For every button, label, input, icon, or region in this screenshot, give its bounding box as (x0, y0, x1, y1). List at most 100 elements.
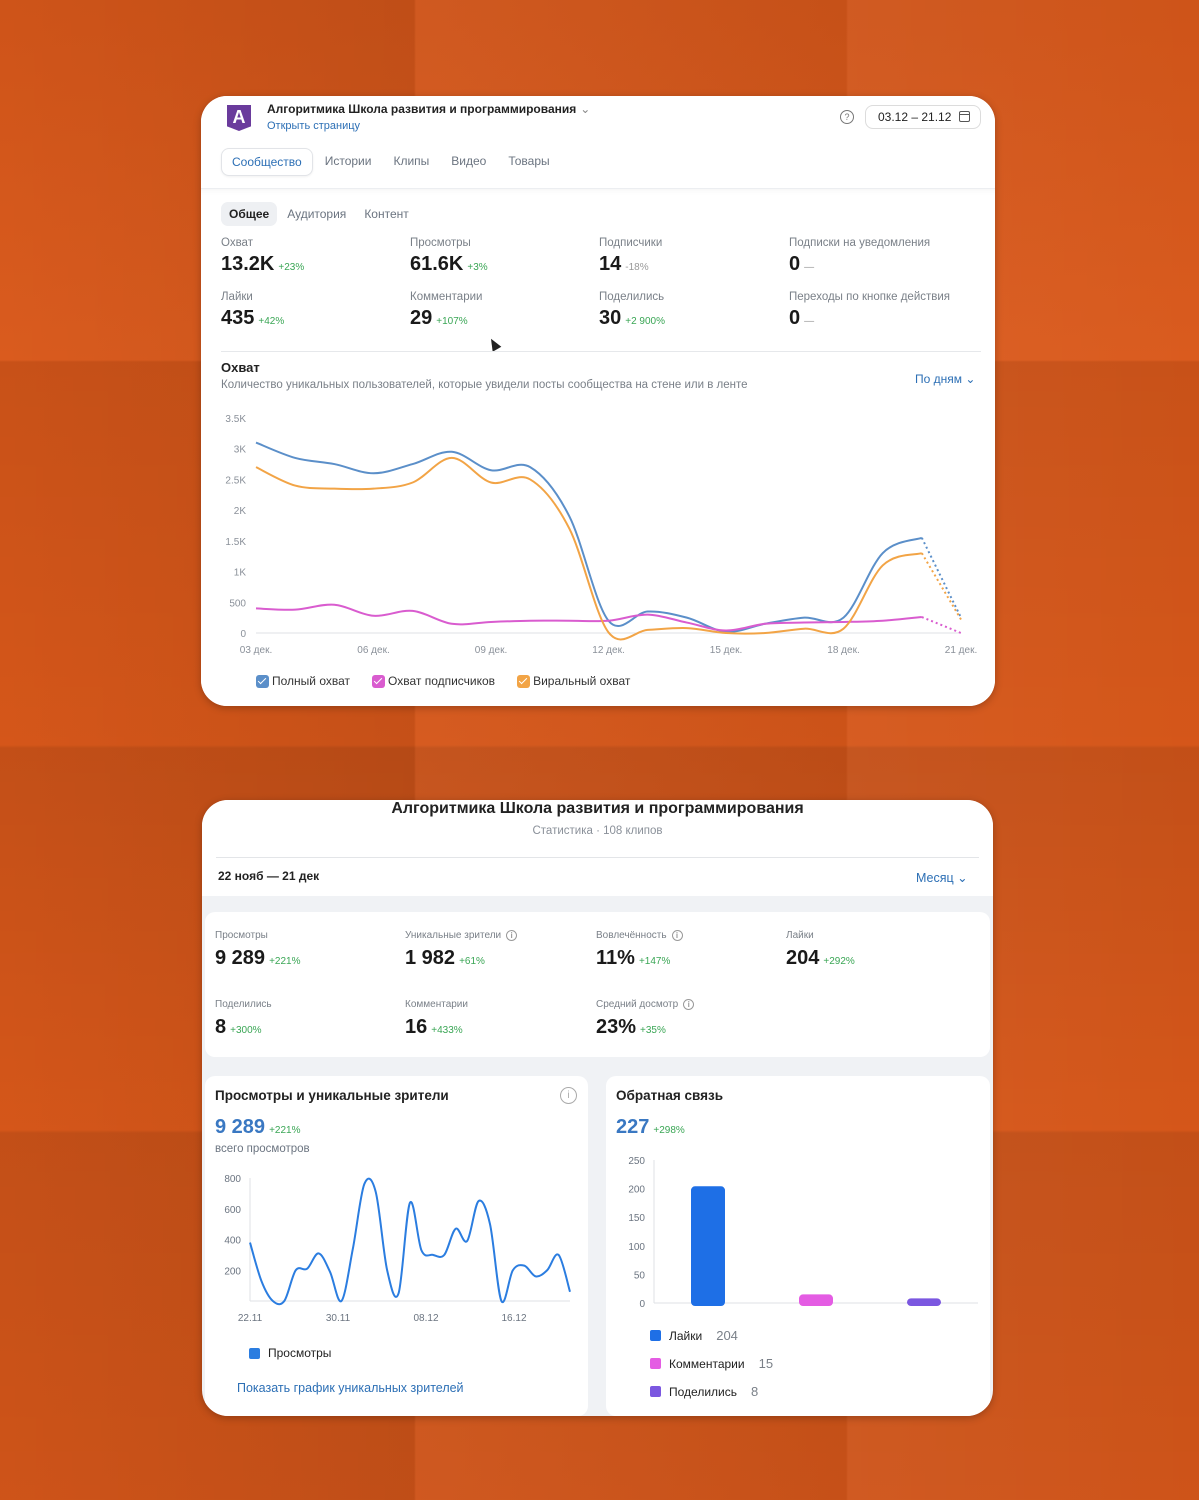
metric-change: +292% (823, 956, 855, 967)
views-panel (205, 1076, 588, 1416)
reach-line-chart: 0 500 1K 1.5K 2K 2.5K 3K 3.5K 03 дек. 06 дек. 09 д… (225, 414, 977, 656)
y-tick-label: 3.5K (225, 414, 246, 425)
divider (221, 351, 981, 352)
tab-stories[interactable]: Истории (324, 154, 372, 168)
metric-label: Лайки (786, 930, 814, 941)
tab-clips[interactable]: Клипы (393, 154, 430, 168)
y-tick-label: 2.5K (225, 475, 246, 486)
subtab-content[interactable]: Контент (364, 207, 409, 221)
metric-change: — (804, 316, 815, 327)
legend-views: Просмотры (249, 1346, 331, 1360)
metric-value: 16 (405, 1016, 428, 1038)
y-tick-label: 0 (639, 1299, 645, 1310)
bar-Поделились (907, 1298, 941, 1306)
section-tabs: Сообщество Истории Клипы Видео Товары (221, 148, 562, 176)
views-total: 9 289 +221% (215, 1116, 301, 1138)
legend-subscriber-reach[interactable]: Охват подписчиков (372, 674, 495, 688)
show-unique-viewers-link[interactable]: Показать график уникальных зрителей (237, 1381, 464, 1395)
series-line-2 (255, 456, 923, 641)
metric-views: Просмотры 61.6K +3% (410, 237, 488, 276)
period-dropdown[interactable]: Месяц ⌄ (916, 871, 968, 885)
question-icon[interactable]: ? (840, 110, 854, 124)
granularity-dropdown[interactable]: По дням ⌄ (915, 372, 976, 386)
metric-shares: Поделились 30 +2 900% (599, 291, 665, 330)
feedback-bar-chart: 0 50 100 150 200 250 (628, 1156, 978, 1310)
checkbox-icon (517, 674, 531, 688)
metric-label: Средний досмотр (596, 999, 679, 1010)
clips-stats-card: Алгоритмика Школа развития и программиро… (202, 800, 993, 1416)
metric-value: 0 (789, 253, 801, 275)
views-line-chart: 200 400 600 800 22.11 30.11 08.12 16.12 (224, 1174, 571, 1324)
y-tick-label: 200 (628, 1185, 645, 1196)
open-page-link[interactable]: Открыть страницу (267, 120, 361, 132)
x-tick-label: 21 дек. (945, 645, 977, 656)
metric-value: 9 289 (215, 947, 266, 969)
clips-title: Алгоритмика Школа развития и программиро… (391, 800, 804, 817)
tab-goods[interactable]: Товары (508, 154, 550, 168)
metric-value: 29 (410, 307, 433, 329)
legend-viral-reach[interactable]: Виральный охват (517, 674, 630, 688)
y-tick-label: 250 (628, 1156, 645, 1167)
legend-value: 204 (716, 1328, 738, 1343)
info-icon[interactable]: i (506, 930, 518, 941)
feedback-panel-title: Обратная связь (616, 1088, 724, 1103)
y-tick-label: 400 (224, 1236, 241, 1247)
subtab-general[interactable]: Общее (221, 202, 278, 226)
metric-change: — (804, 262, 815, 273)
metric-label: Подписки на уведомления (789, 237, 931, 249)
metric-action-clicks: Переходы по кнопке действия 0— (789, 291, 950, 330)
legend-shares: Поделились 8 (650, 1384, 758, 1399)
series-line-1 (255, 603, 922, 632)
y-tick-label: 200 (224, 1266, 241, 1277)
legend-total-reach[interactable]: Полный охват (256, 674, 350, 688)
series-forecast-1 (921, 616, 962, 634)
feedback-panel (606, 1076, 990, 1416)
legend-comments: Комментарии 15 (650, 1356, 773, 1371)
community-name[interactable]: Алгоритмика Школа развития и программиро… (267, 102, 591, 116)
legend-label: Охват подписчиков (388, 674, 496, 688)
metric-reach: Охват 13.2K +23% (221, 237, 304, 276)
metric-change: -18% (625, 262, 649, 273)
metric-change: +147% (638, 956, 671, 967)
metric-value: 61.6K (410, 253, 464, 275)
info-icon[interactable]: i (683, 999, 695, 1010)
reach-legend: Полный охват Охват подписчиков Виральный… (256, 674, 652, 688)
metric-label: Поделились (215, 999, 272, 1010)
info-icon[interactable]: i (560, 1087, 577, 1104)
calendar-icon (959, 111, 970, 122)
metric-avg-watch: Средний досмотр i 23% +35% (596, 999, 695, 1039)
community-logo[interactable]: A (227, 105, 251, 131)
info-icon[interactable]: i (671, 930, 683, 941)
metric-value: 8 (215, 1016, 227, 1038)
x-tick-label: 08.12 (413, 1313, 438, 1324)
views-note: всего просмотров (215, 1143, 310, 1155)
tab-video[interactable]: Видео (451, 154, 487, 168)
date-range-picker[interactable]: 03.12 – 21.12 (865, 105, 981, 129)
subtab-audience[interactable]: Аудитория (287, 207, 347, 221)
metric-label: Уникальные зрители (405, 930, 502, 941)
y-tick-label: 3K (234, 445, 247, 456)
metric-clip-comments: Комментарии 16 +433% (405, 999, 468, 1039)
x-tick-label: 30.11 (326, 1313, 351, 1324)
y-tick-label: 50 (634, 1270, 646, 1281)
x-tick-label: 09 дек. (475, 645, 507, 656)
metric-value: 1 982 (405, 947, 456, 969)
tab-community[interactable]: Сообщество (221, 148, 313, 176)
series-line-0 (255, 441, 923, 633)
x-tick-label: 16.12 (501, 1313, 526, 1324)
feedback-total: 227 +298% (616, 1116, 685, 1138)
metric-value: 13.2K (221, 253, 275, 275)
metric-value: 435 (221, 307, 255, 329)
period-label: 22 нояб — 21 дек (218, 869, 320, 883)
series-forecast-2 (920, 552, 962, 620)
metric-label: Вовлечённость (596, 930, 667, 941)
feedback-change: +298% (653, 1125, 685, 1136)
chevron-down-icon[interactable]: ⌄ (580, 102, 591, 116)
community-stats-card: A Алгоритмика Школа развития и программи… (201, 96, 995, 706)
metric-value: 204 (786, 947, 820, 969)
metric-change: +61% (459, 956, 485, 967)
metric-comments: Комментарии 29 +107% (410, 291, 482, 330)
metric-change: +42% (258, 316, 285, 327)
x-tick-label: 03 дек. (240, 645, 272, 656)
metric-value: 23% (596, 1016, 637, 1038)
